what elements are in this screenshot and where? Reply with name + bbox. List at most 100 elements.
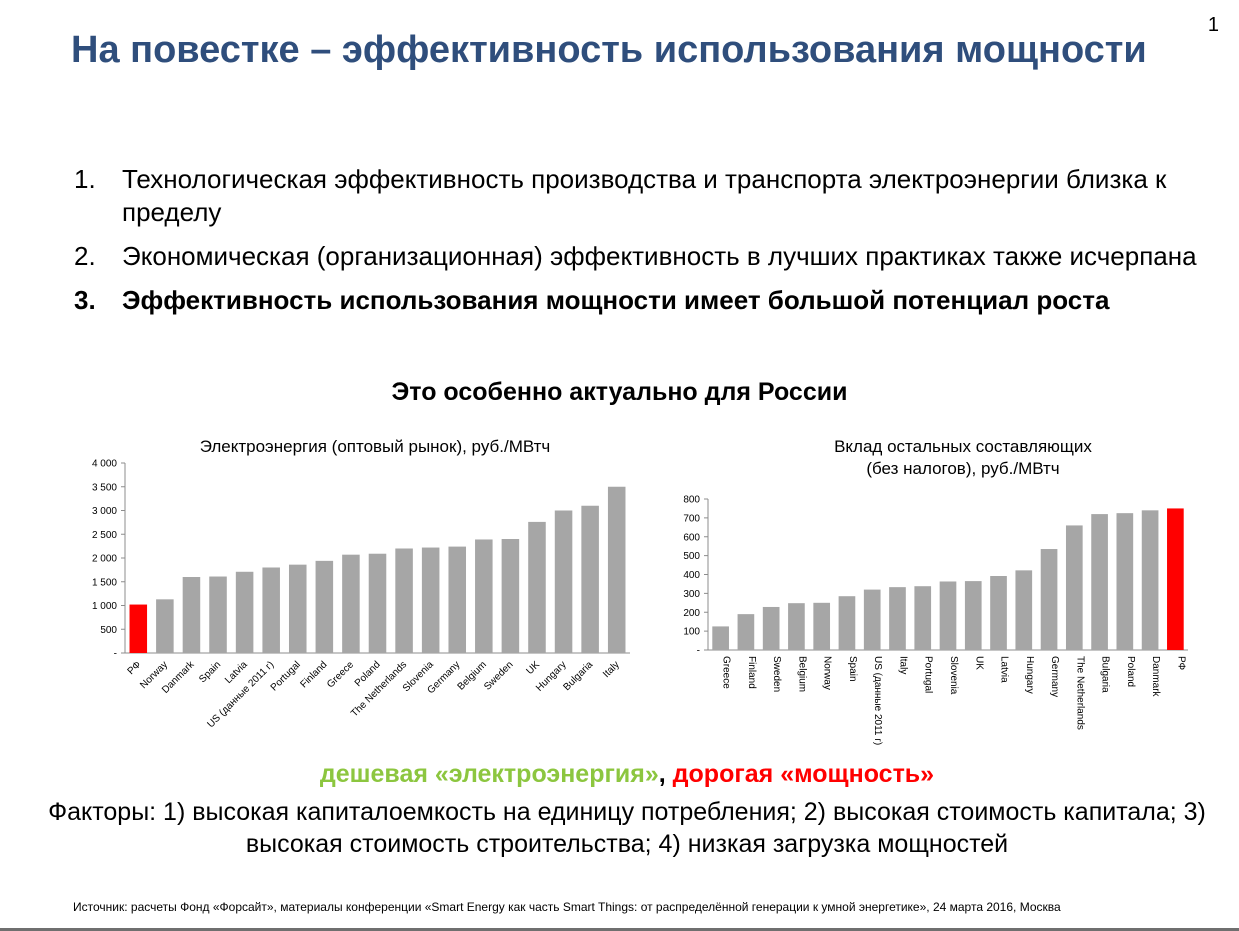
x-tick-label: Sweden (482, 659, 515, 692)
list-text: Экономическая (организационная) эффектив… (122, 241, 1197, 271)
x-tick-label: Slovenia (948, 656, 959, 695)
bar (1141, 510, 1159, 650)
x-tick-label: Finland (746, 656, 757, 689)
chart-title: Электроэнергия (оптовый рынок), руб./МВт… (200, 437, 551, 456)
y-tick-label: 700 (683, 513, 700, 524)
y-tick-label: 3 000 (92, 506, 117, 517)
x-tick-label: Poland (1125, 656, 1136, 687)
x-tick-label: РФ (126, 659, 144, 677)
y-tick-label: 2 500 (92, 530, 117, 541)
y-tick-label: 4 000 (92, 459, 117, 470)
x-tick-label: Finland (298, 659, 329, 690)
bar (964, 581, 982, 650)
bar (889, 587, 906, 650)
bar (737, 614, 755, 650)
subtitle: Это особенно актуально для России (391, 378, 848, 406)
x-tick-label: РФ (1175, 656, 1186, 671)
bar (581, 505, 599, 653)
y-tick-label: - (114, 649, 117, 660)
x-tick-label: Portugal (269, 659, 303, 693)
y-tick-label: 200 (683, 608, 700, 619)
bar (813, 602, 831, 650)
x-tick-label: Greece (721, 656, 732, 689)
chart-svg: Вклад остальных составляющих (без налогов… (683, 437, 1188, 745)
list-item: 1. Технологическая эффективность произво… (74, 163, 1204, 229)
x-tick-label: Latvia (999, 656, 1010, 683)
bar (712, 626, 729, 650)
list-number: 1. (74, 164, 96, 194)
x-tick-label: Italy (601, 659, 622, 680)
chart-title: (без налогов), руб./МВтч (866, 459, 1059, 478)
x-tick-label: Bulgaria (1100, 656, 1111, 693)
bar (209, 576, 227, 653)
y-tick-label: 1 500 (92, 577, 117, 588)
cheap-electricity-label: дешевая «электроэнергия» (319, 760, 659, 788)
list-number: 3. (74, 285, 96, 315)
list-text: Технологическая эффективность производст… (122, 164, 1167, 227)
points-list: 1. Технологическая эффективность произво… (74, 163, 1204, 328)
other-components-chart: Вклад остальных составляющих (без налогов… (660, 430, 1200, 760)
bar (501, 539, 520, 653)
source-note: Источник: расчеты Фонд «Форсайт», матери… (73, 900, 1061, 914)
bar (607, 486, 626, 653)
x-tick-label: Germany (1049, 656, 1060, 697)
bar (1065, 525, 1083, 650)
bar (262, 567, 280, 653)
x-tick-label: Danmark (1150, 656, 1161, 698)
bar (421, 547, 440, 653)
bar (288, 564, 307, 653)
x-tick-label: The Netherlands (1074, 656, 1085, 730)
x-tick-label: UK (973, 656, 984, 670)
bar (129, 604, 148, 653)
list-item-highlight: 3. Эффективность использования мощности … (74, 284, 1204, 317)
y-tick-label: 600 (683, 532, 700, 543)
bottom-divider (0, 928, 1239, 931)
bar (1091, 514, 1108, 650)
x-tick-label: Portugal (923, 656, 934, 693)
x-tick-label: Italy (897, 656, 908, 674)
bar (156, 599, 174, 653)
bar (342, 554, 360, 653)
bar (395, 548, 413, 653)
bar (235, 571, 254, 653)
bar (1167, 508, 1184, 650)
bar (475, 539, 493, 653)
x-tick-label: Spain (197, 659, 223, 685)
x-tick-label: Belgium (796, 656, 807, 692)
x-tick-label: Sweden (771, 656, 782, 692)
y-tick-label: 800 (683, 495, 700, 506)
expensive-capacity-label: дорогая «мощность» (672, 760, 935, 788)
tagline: дешевая «электроэнергия», дорогая «мощно… (0, 760, 1239, 789)
y-tick-label: 500 (683, 551, 700, 562)
y-tick-label: 500 (100, 625, 117, 636)
y-tick-label: 100 (683, 627, 700, 638)
bar (1116, 513, 1134, 650)
y-tick-label: 300 (683, 589, 700, 600)
bar (368, 553, 387, 653)
factors-text: Факторы: 1) высокая капиталоемкость на е… (48, 798, 1206, 858)
x-tick-label: Norway (822, 656, 833, 690)
x-tick-label: Greece (325, 659, 356, 690)
x-tick-label: Hungary (1024, 656, 1035, 694)
x-tick-label: Bulgaria (562, 659, 596, 693)
electricity-price-chart: Электроэнергия (оптовый рынок), руб./МВт… (85, 430, 645, 740)
y-tick-label: 400 (683, 570, 700, 581)
bar (990, 576, 1007, 650)
y-tick-label: 2 000 (92, 554, 117, 565)
bar (1040, 549, 1058, 650)
bar (448, 546, 467, 653)
bar (914, 586, 932, 650)
list-number: 2. (74, 241, 96, 271)
list-text: Эффективность использования мощности име… (122, 285, 1110, 315)
bar (315, 560, 334, 653)
chart-title: Вклад остальных составляющих (834, 437, 1092, 456)
y-tick-label: 3 500 (92, 482, 117, 493)
y-tick-label: - (697, 646, 700, 657)
bar (939, 581, 957, 650)
tagline-separator: , (658, 760, 666, 788)
bar (182, 577, 201, 653)
page-number: 1 (1207, 14, 1219, 36)
bar (1015, 570, 1033, 650)
bar (762, 606, 780, 650)
bar (863, 589, 881, 650)
